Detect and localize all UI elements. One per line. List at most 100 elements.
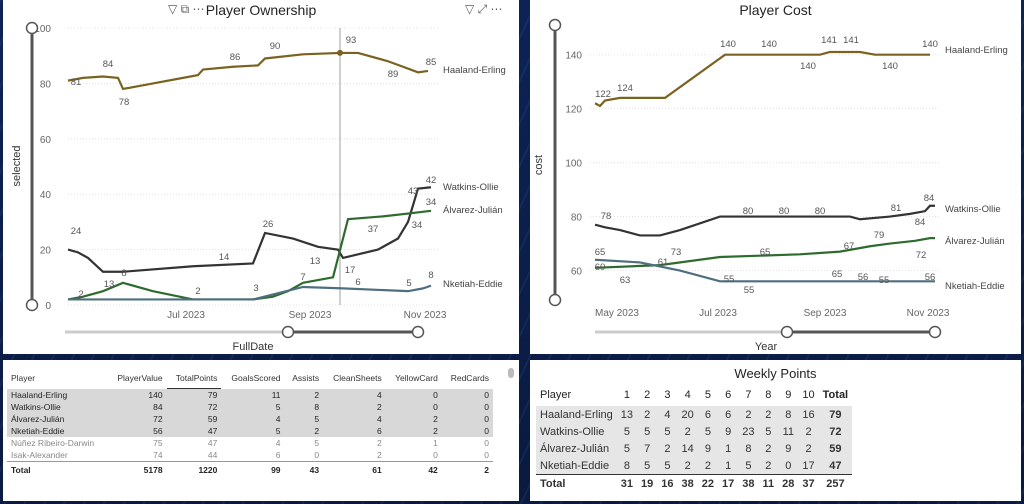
total-cell: 17: [718, 474, 739, 492]
column-header[interactable]: PlayerValue: [117, 373, 163, 384]
total-cell: 11: [758, 474, 779, 492]
total-cell: 38: [738, 474, 759, 492]
x-slider-handle: [411, 325, 425, 339]
table-row[interactable]: Núñez Ribeiro-Darwin 75 47 4 5 2 1 0: [7, 437, 493, 449]
table-cell: Watkins-Ollie: [536, 423, 617, 440]
column-header[interactable]: 7: [745, 389, 752, 401]
table-scrollbar[interactable]: [508, 368, 514, 378]
total-cell: 43: [284, 461, 324, 478]
ownership-plot: 0 20 40 60 80 100 selected Jul 2023 Sep 2023 Nov …: [11, 21, 506, 353]
column-header[interactable]: Player: [11, 373, 36, 384]
ownership-chart-panel[interactable]: Player Ownership ▽ ⧉ ⋯ ▽ ⤢ ⋯ 0 20 40 60 80 10…: [3, 0, 519, 354]
table-row[interactable]: Nketiah-Eddie 8 5 5 2 2 1 5 2 0 17 47: [536, 457, 853, 475]
weekly-points-panel[interactable]: Weekly Points Player 1 2 3 4 5 6 7 8 9 10 Total Haa…: [530, 360, 1021, 501]
column-header[interactable]: 8: [765, 389, 772, 401]
column-header[interactable]: 10: [802, 389, 815, 401]
series-line-haaland: [67, 51, 429, 91]
table-cell: 0: [441, 401, 493, 413]
total-cell: 61: [323, 461, 386, 478]
y-tick-label: 40: [40, 190, 52, 201]
data-label: 86: [230, 52, 241, 63]
data-label: 63: [620, 275, 631, 286]
column-header[interactable]: TotalPoints: [166, 368, 222, 389]
column-header[interactable]: Assists: [292, 373, 320, 384]
column-header[interactable]: 2: [644, 389, 651, 401]
column-header[interactable]: 3: [664, 389, 671, 401]
x-axis-label: Year: [755, 341, 778, 353]
table-row[interactable]: Haaland-Erling 140 79 11 2 4 0 0: [7, 388, 493, 401]
y-tick-label: 80: [40, 79, 52, 90]
table-cell: 2: [284, 425, 324, 437]
table-cell: 72: [818, 423, 853, 440]
data-label: 55: [744, 285, 755, 296]
total-row: Total 31 19 16 38 22 17 38 11 28 37 257: [536, 474, 853, 492]
column-header[interactable]: CleanSheets: [333, 373, 382, 384]
table-cell: 6: [323, 425, 386, 437]
table-cell: 9: [697, 440, 719, 457]
series-label: Nketiah-Eddie: [945, 281, 1005, 292]
table-cell: 5: [637, 423, 658, 440]
data-label: 56: [925, 272, 936, 283]
column-header[interactable]: Total: [822, 389, 849, 401]
data-label: 93: [346, 35, 357, 46]
table-cell: 16: [798, 406, 819, 423]
table-cell: 5: [657, 457, 678, 475]
table-cell: 5: [697, 423, 719, 440]
table-cell: 75: [153, 438, 163, 448]
table-cell: Isak-Alexander: [11, 450, 68, 460]
column-header[interactable]: YellowCard: [395, 373, 438, 384]
column-header[interactable]: 6: [725, 389, 732, 401]
data-label: 140: [922, 39, 938, 50]
column-header[interactable]: GoalsScored: [231, 373, 281, 384]
cost-chart-panel[interactable]: Player Cost 60 80 100 120 140 cost May 2023 Jul…: [530, 0, 1021, 354]
data-label: 60: [595, 262, 606, 273]
total-cell: 99: [221, 461, 285, 478]
filter-icon[interactable]: ▽ ⧉ ⋯: [168, 2, 205, 16]
column-header[interactable]: RedCards: [450, 373, 489, 384]
table-cell: 8: [284, 401, 324, 413]
table-cell: 140: [107, 388, 167, 401]
table-row[interactable]: Haaland-Erling 13 2 4 20 6 6 2 2 8 16 79: [536, 406, 853, 423]
data-label: 84: [915, 217, 926, 228]
table-cell: 2: [758, 457, 779, 475]
table-cell: 0: [385, 388, 442, 401]
data-label: 78: [601, 211, 612, 222]
table-cell: 2: [377, 450, 382, 460]
y-tick-label: 100: [565, 159, 582, 170]
data-label: 140: [882, 61, 898, 72]
visual-header-icons[interactable]: ▽ ⤢ ⋯: [465, 2, 503, 16]
table-row[interactable]: Watkins-Ollie 5 5 5 2 5 9 23 5 11 2 72: [536, 423, 853, 440]
data-label: 56: [858, 272, 869, 283]
table-row[interactable]: Watkins-Ollie 84 72 5 8 2 0 0: [7, 401, 493, 413]
x-tick-label: Sep 2023: [804, 308, 847, 319]
y-tick-label: 140: [565, 51, 582, 62]
table-cell: Núñez Ribeiro-Darwin: [11, 438, 95, 448]
stats-table-panel[interactable]: Player PlayerValue TotalPoints GoalsScored A…: [3, 360, 519, 501]
table-cell: 72: [107, 413, 167, 425]
data-label: 65: [760, 247, 771, 258]
table-row[interactable]: Álvarez-Julián 72 59 4 5 4 2 0: [7, 413, 493, 425]
table-cell: 5: [616, 440, 638, 457]
table-cell: 2: [758, 440, 779, 457]
data-label: 37: [368, 224, 379, 235]
table-cell: 13: [616, 406, 638, 423]
column-header[interactable]: 1: [623, 389, 630, 401]
total-cell: Total: [536, 474, 617, 492]
column-header[interactable]: 4: [684, 389, 691, 401]
series-label: Haaland-Erling: [945, 45, 1008, 56]
data-label: 84: [103, 59, 114, 70]
data-label: 13: [104, 279, 115, 290]
y-tick-label: 20: [40, 246, 52, 257]
data-label: 78: [119, 97, 130, 108]
data-label: 89: [388, 69, 399, 80]
table-cell: 14: [677, 440, 698, 457]
column-header[interactable]: 5: [704, 389, 711, 401]
column-header[interactable]: Player: [540, 389, 572, 401]
column-header[interactable]: 9: [785, 389, 792, 401]
data-label: 26: [263, 219, 274, 230]
series-label: Álvarez-Julián: [443, 205, 503, 216]
table-row[interactable]: Nketiah-Eddie 56 47 5 2 6 2 0: [7, 425, 493, 437]
table-row[interactable]: Isak-Alexander 74 44 6 0 2 0 0: [7, 449, 493, 462]
table-row[interactable]: Álvarez-Julián 5 7 2 14 9 1 8 2 9 2 59: [536, 440, 853, 457]
table-cell: Watkins-Ollie: [7, 401, 108, 413]
